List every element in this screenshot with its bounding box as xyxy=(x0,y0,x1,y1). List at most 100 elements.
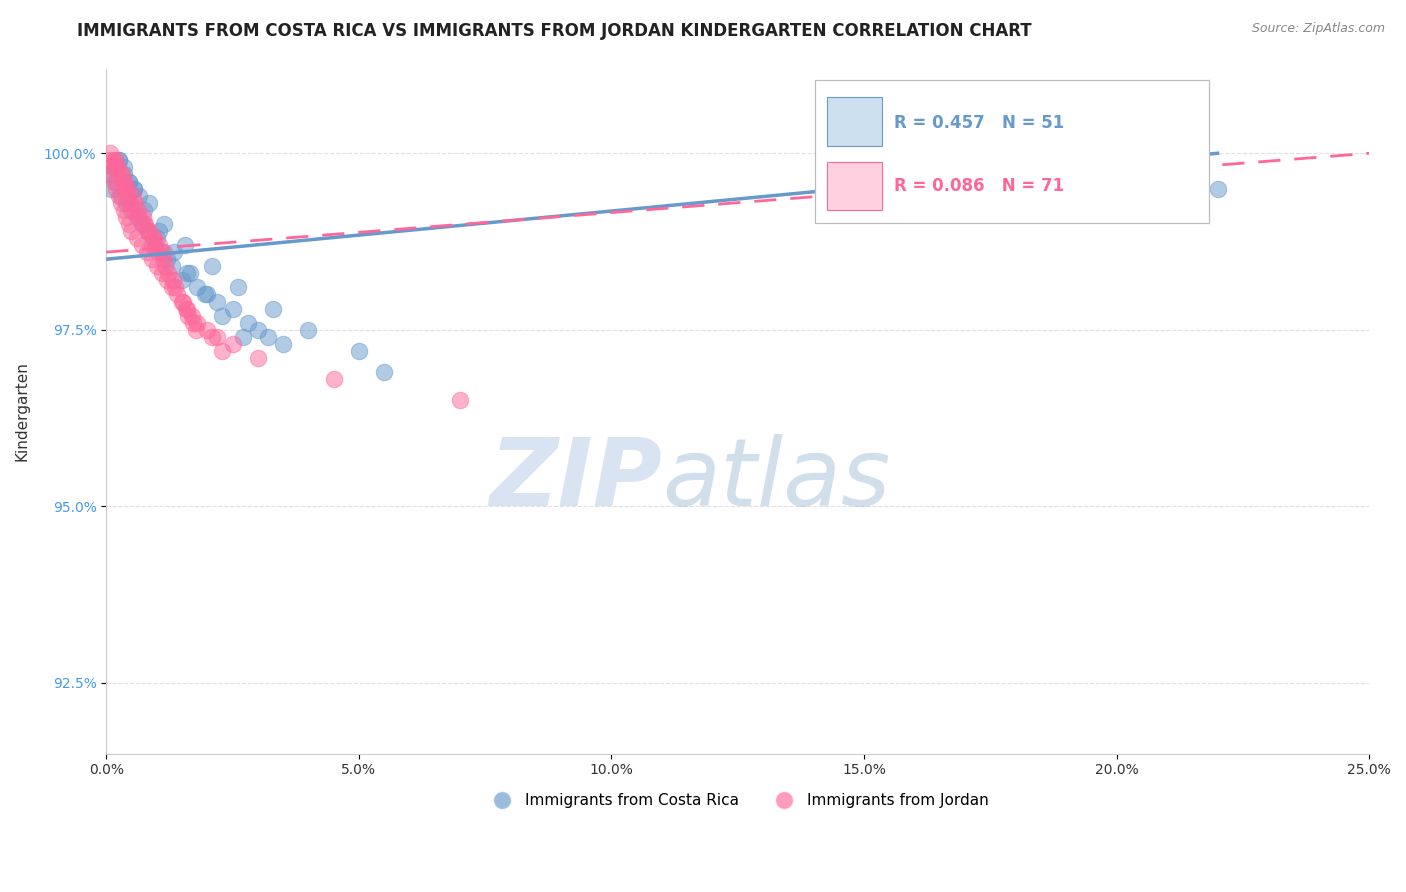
Point xyxy=(135,245,157,260)
Point xyxy=(128,188,150,202)
Point xyxy=(201,330,224,344)
Point xyxy=(152,252,174,267)
Point xyxy=(163,245,186,260)
Point xyxy=(166,287,188,301)
Point xyxy=(449,393,471,408)
Point xyxy=(207,330,229,344)
Point xyxy=(148,224,170,238)
Point xyxy=(121,188,143,202)
Point xyxy=(142,231,165,245)
Point xyxy=(105,181,128,195)
Point xyxy=(145,231,167,245)
Point xyxy=(127,202,149,217)
Point xyxy=(347,343,370,358)
Point xyxy=(211,343,233,358)
Point xyxy=(112,161,135,175)
Point xyxy=(150,266,173,280)
Point xyxy=(179,266,201,280)
Point xyxy=(103,161,125,175)
Point xyxy=(112,202,135,217)
Point xyxy=(257,330,280,344)
Point xyxy=(125,231,148,245)
Point xyxy=(122,181,145,195)
Point xyxy=(135,224,157,238)
Point xyxy=(236,316,259,330)
Point xyxy=(156,273,179,287)
Point xyxy=(118,174,141,188)
Point xyxy=(108,153,131,168)
Point xyxy=(97,153,120,168)
Point xyxy=(128,210,150,224)
Point xyxy=(108,188,131,202)
Point xyxy=(232,330,254,344)
Point xyxy=(271,337,294,351)
Point xyxy=(105,161,128,175)
Point xyxy=(105,161,128,175)
Point xyxy=(177,309,200,323)
Legend: Immigrants from Costa Rica, Immigrants from Jordan: Immigrants from Costa Rica, Immigrants f… xyxy=(481,787,995,814)
Point xyxy=(121,224,143,238)
Point xyxy=(104,153,127,168)
Point xyxy=(134,217,156,231)
Point xyxy=(112,168,135,182)
Point xyxy=(150,245,173,260)
Point xyxy=(98,146,121,161)
Point xyxy=(104,153,127,168)
Point xyxy=(160,259,183,273)
Point xyxy=(184,323,207,337)
Point xyxy=(114,174,136,188)
Point xyxy=(176,266,198,280)
Point xyxy=(170,294,193,309)
Point xyxy=(201,259,224,273)
Point xyxy=(138,224,160,238)
Point xyxy=(120,195,142,210)
Point xyxy=(110,168,132,182)
Point xyxy=(181,316,204,330)
Point xyxy=(195,323,218,337)
Text: R = 0.086   N = 71: R = 0.086 N = 71 xyxy=(894,177,1064,194)
Point xyxy=(297,323,319,337)
Point xyxy=(100,181,122,195)
Point xyxy=(246,323,269,337)
Point xyxy=(131,238,153,252)
Point xyxy=(124,195,146,210)
Point xyxy=(110,188,132,202)
Point xyxy=(121,202,143,217)
Point xyxy=(322,372,344,386)
Text: Source: ZipAtlas.com: Source: ZipAtlas.com xyxy=(1251,22,1385,36)
Text: ZIP: ZIP xyxy=(489,434,662,525)
Point xyxy=(181,309,204,323)
Point xyxy=(114,181,136,195)
Point xyxy=(172,294,194,309)
FancyBboxPatch shape xyxy=(827,97,883,146)
Point xyxy=(115,210,138,224)
Point xyxy=(156,266,179,280)
Point xyxy=(246,351,269,365)
Point xyxy=(136,224,159,238)
Point xyxy=(221,301,243,316)
Point xyxy=(108,153,131,168)
Point xyxy=(117,188,139,202)
Point xyxy=(207,294,229,309)
Point xyxy=(170,273,193,287)
Point xyxy=(122,181,145,195)
Point xyxy=(111,174,134,188)
Point xyxy=(110,195,132,210)
Point xyxy=(176,301,198,316)
Point xyxy=(211,309,233,323)
Point xyxy=(174,301,197,316)
Point xyxy=(148,238,170,252)
Point xyxy=(118,217,141,231)
Point xyxy=(134,217,156,231)
Point xyxy=(145,259,167,273)
Point xyxy=(143,238,166,252)
Point xyxy=(117,181,139,195)
Text: atlas: atlas xyxy=(662,434,890,525)
Point xyxy=(141,252,163,267)
Y-axis label: Kindergarten: Kindergarten xyxy=(15,361,30,461)
Point xyxy=(134,202,156,217)
Point xyxy=(131,210,153,224)
Point xyxy=(262,301,284,316)
Point xyxy=(186,280,208,294)
FancyBboxPatch shape xyxy=(827,161,883,211)
